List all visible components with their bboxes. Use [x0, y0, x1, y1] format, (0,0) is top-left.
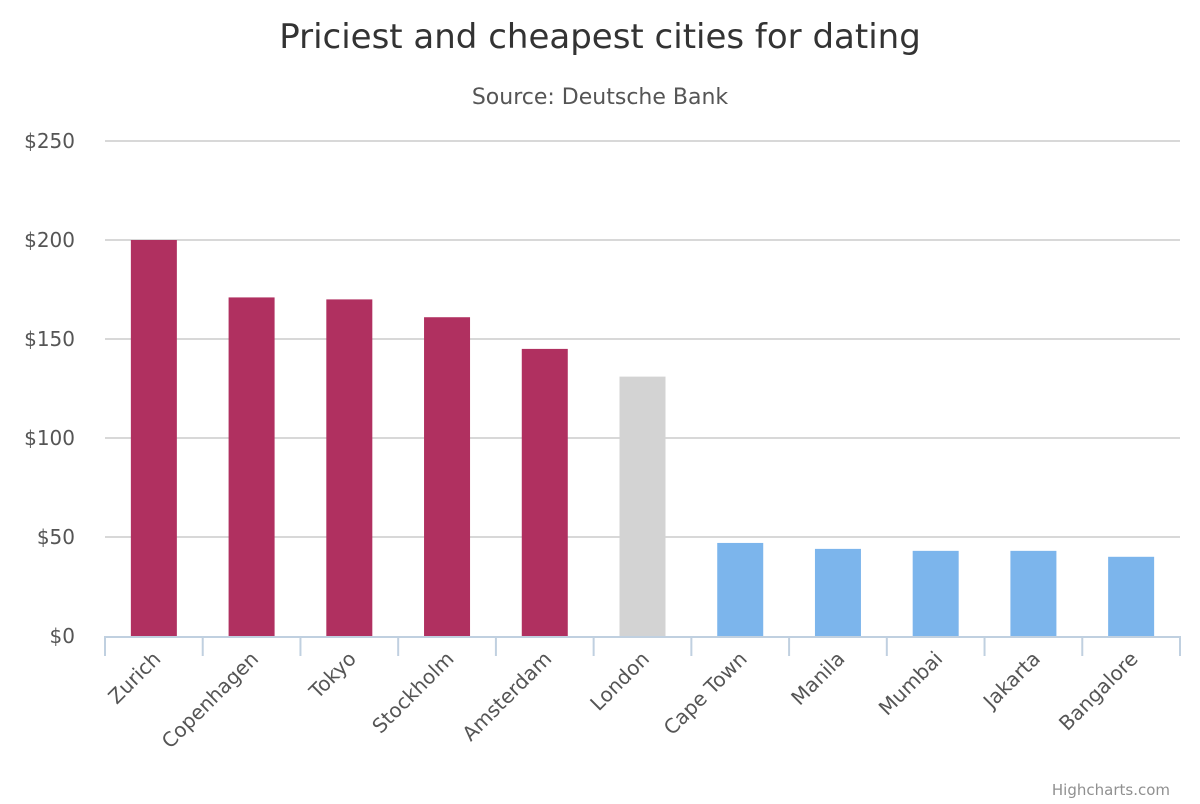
x-tick-label: Tokyo [304, 647, 361, 704]
bar-tokyo [326, 299, 373, 636]
x-tick-label: Jakarta [977, 647, 1045, 715]
bar-mumbai [912, 550, 959, 636]
x-tick-label: London [585, 647, 654, 716]
x-tick-label: Amsterdam [457, 647, 556, 746]
bar-cape-town [717, 542, 764, 636]
x-tick-label: Bangalore [1054, 647, 1143, 736]
bar-stockholm [424, 317, 471, 636]
bar-copenhagen [228, 297, 275, 636]
bar-manila [814, 548, 861, 636]
bar-amsterdam [521, 348, 568, 636]
credits-link[interactable]: Highcharts.com [1052, 781, 1170, 799]
y-tick-label: $100 [24, 426, 75, 450]
bar-london [619, 376, 666, 636]
bar-jakarta [1010, 550, 1057, 636]
x-tick-label: Mumbai [874, 647, 947, 720]
chart-title: Priciest and cheapest cities for dating [279, 17, 921, 57]
bar-bangalore [1108, 556, 1155, 636]
y-tick-label: $250 [24, 129, 75, 153]
y-tick-label: $200 [24, 228, 75, 252]
chart-subtitle: Source: Deutsche Bank [472, 85, 729, 110]
y-tick-label: $50 [37, 525, 75, 549]
y-tick-label: $150 [24, 327, 75, 351]
x-tick-label: Manila [786, 647, 849, 710]
x-tick-label: Stockholm [367, 647, 458, 738]
x-tick-label: Zurich [103, 647, 165, 709]
y-tick-label: $0 [50, 624, 75, 648]
bar-zurich [130, 240, 177, 636]
x-tick-label: Cape Town [659, 647, 752, 740]
x-tick-label: Copenhagen [157, 647, 263, 753]
